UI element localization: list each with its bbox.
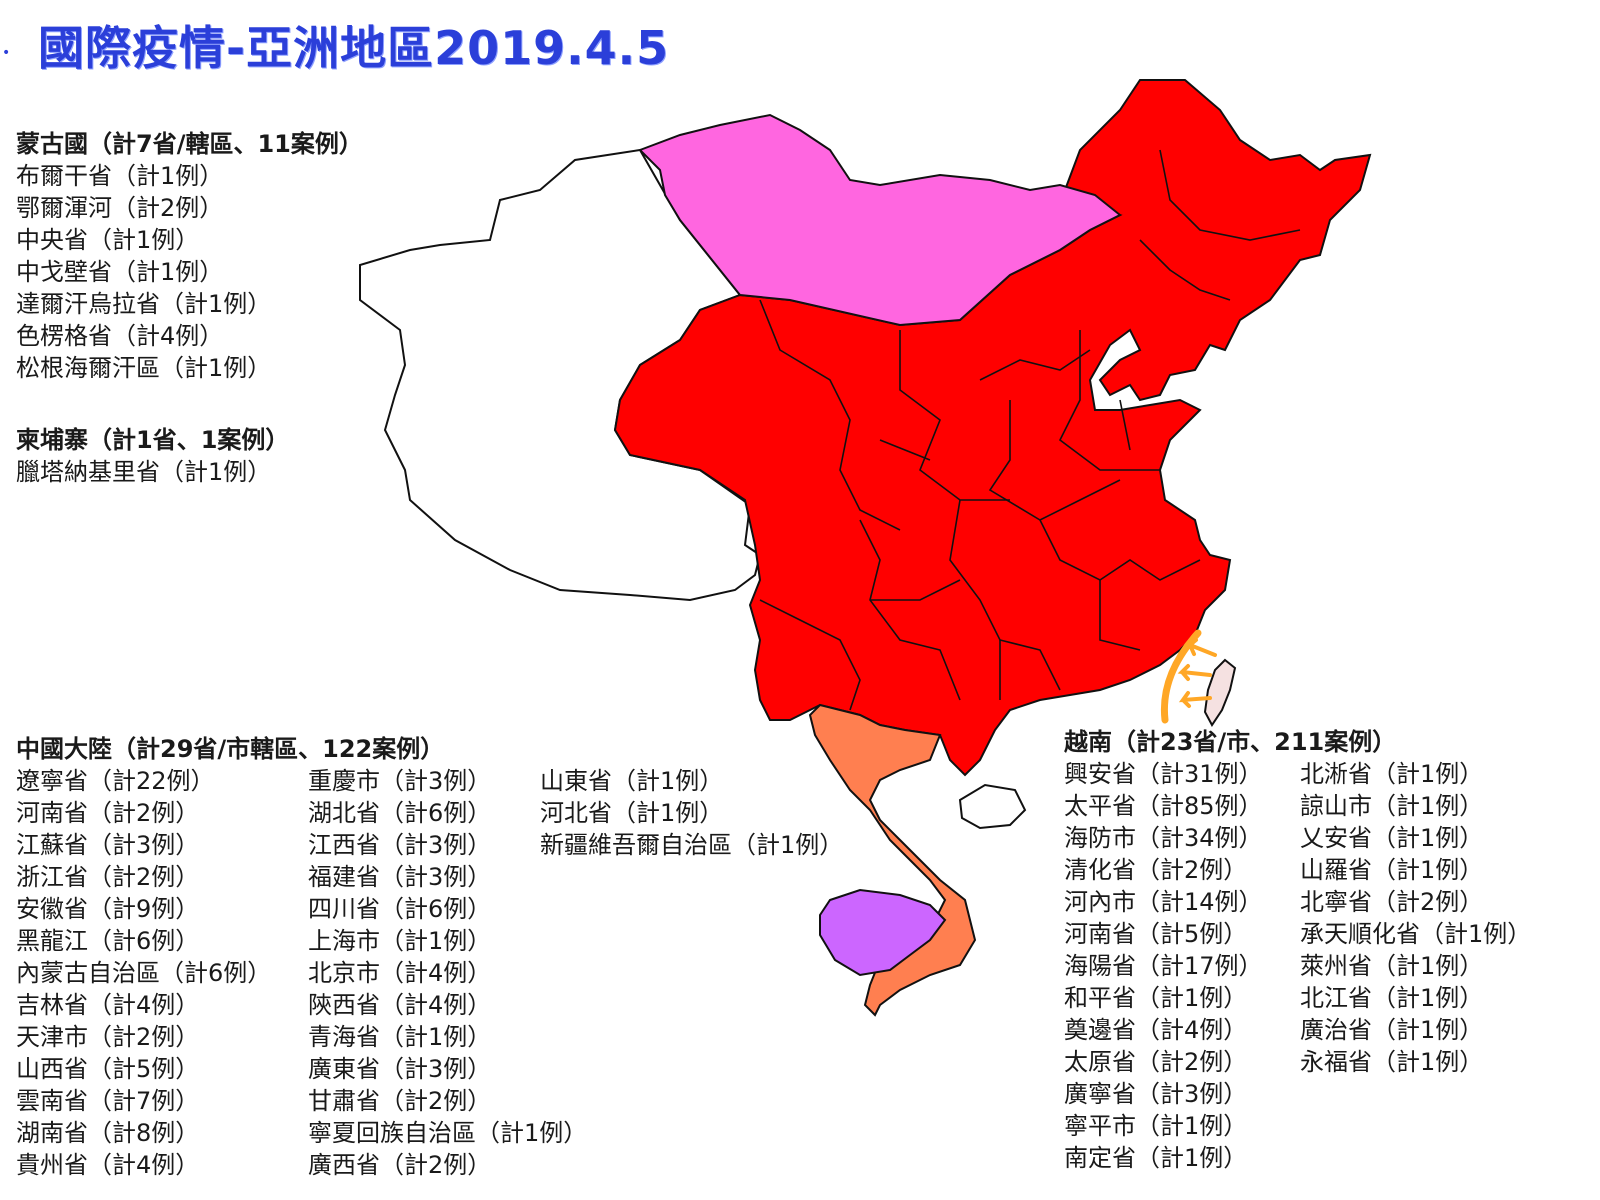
- list-item: 天津市（計2例）: [16, 1023, 200, 1051]
- list-item: 廣寧省（計3例）: [1064, 1080, 1248, 1108]
- vietnam-header: 越南（計23省/市、211案例）: [1064, 728, 1397, 756]
- map-region-cambodia: [819, 888, 947, 977]
- china-section: 中國大陸（計29省/市轄區、122案例） 遼寧省（計22例） 河南省（計2例） …: [16, 733, 843, 1181]
- list-item: 河北省（計1例）: [540, 799, 724, 827]
- vietnam-col-1: 興安省（計31例） 太平省（計85例） 海防市（計34例） 清化省（計2例） 河…: [1064, 758, 1300, 1174]
- list-item: 安徽省（計9例）: [16, 895, 200, 923]
- list-item: 諒山市（計1例）: [1300, 792, 1484, 820]
- list-item: 河內市（計14例）: [1064, 888, 1263, 916]
- corner-dot-icon: •: [2, 45, 11, 61]
- list-item: 廣西省（計2例）: [308, 1151, 492, 1179]
- list-item: 北寧省（計2例）: [1300, 888, 1484, 916]
- list-item: 廣治省（計1例）: [1300, 1016, 1484, 1044]
- list-item: 內蒙古自治區（計6例）: [16, 959, 272, 987]
- page-title: 國際疫情-亞洲地區2019.4.5: [38, 21, 670, 75]
- arrow-icon: [1177, 664, 1212, 681]
- list-item: 福建省（計3例）: [308, 863, 492, 891]
- list-item: 湖北省（計6例）: [308, 799, 492, 827]
- list-item: 海防市（計34例）: [1064, 824, 1263, 852]
- list-item: 河南省（計5例）: [1064, 920, 1248, 948]
- list-item: 黑龍江（計6例）: [16, 927, 200, 955]
- list-item: 吉林省（計4例）: [16, 991, 200, 1019]
- list-item: 承天順化省（計1例）: [1300, 920, 1532, 948]
- map-region-taiwan: [1203, 658, 1237, 727]
- list-item: 太原省（計2例）: [1064, 1048, 1248, 1076]
- map-region-vietnam: [808, 703, 977, 1017]
- list-item: 雲南省（計7例）: [16, 1087, 200, 1115]
- list-item: 太平省（計85例）: [1064, 792, 1263, 820]
- list-item: 臘塔納基里省（計1例）: [16, 458, 272, 486]
- list-item: 青海省（計1例）: [308, 1023, 492, 1051]
- china-col-1: 遼寧省（計22例） 河南省（計2例） 江蘇省（計3例） 浙江省（計2例） 安徽省…: [16, 765, 308, 1181]
- china-header: 中國大陸（計29省/市轄區、122案例）: [16, 735, 445, 763]
- list-item: 寧平市（計1例）: [1064, 1112, 1248, 1140]
- list-item: 四川省（計6例）: [308, 895, 492, 923]
- list-item: 色楞格省（計4例）: [16, 322, 224, 350]
- list-item: 廣東省（計3例）: [308, 1055, 492, 1083]
- list-item: 中央省（計1例）: [16, 226, 200, 254]
- list-item: 寧夏回族自治區（計1例）: [308, 1119, 588, 1147]
- list-item: 北京市（計4例）: [308, 959, 492, 987]
- list-item: 重慶市（計3例）: [308, 767, 492, 795]
- list-item: 北江省（計1例）: [1300, 984, 1484, 1012]
- spread-arrows: [1160, 629, 1217, 724]
- list-item: 永福省（計1例）: [1300, 1048, 1484, 1076]
- list-item: 湖南省（計8例）: [16, 1119, 200, 1147]
- list-item: 山東省（計1例）: [540, 767, 724, 795]
- list-item: 海陽省（計17例）: [1064, 952, 1263, 980]
- cambodia-section: 柬埔寨（計1省、1案例） 臘塔納基里省（計1例）: [16, 424, 289, 488]
- list-item: 江蘇省（計3例）: [16, 831, 200, 859]
- list-item: 山西省（計5例）: [16, 1055, 200, 1083]
- list-item: 中戈壁省（計1例）: [16, 258, 224, 286]
- map-region-mongolia: [638, 113, 1122, 327]
- arrow-icon: [1186, 638, 1217, 657]
- list-item: 鄂爾渾河（計2例）: [16, 194, 224, 222]
- list-item: 山羅省（計1例）: [1300, 856, 1484, 884]
- list-item: 河南省（計2例）: [16, 799, 200, 827]
- arrow-icon: [1178, 691, 1212, 708]
- list-item: 浙江省（計2例）: [16, 863, 200, 891]
- list-item: 上海市（計1例）: [308, 927, 492, 955]
- province-borders: [759, 149, 1301, 711]
- list-item: 陝西省（計4例）: [308, 991, 492, 1019]
- mongolia-header: 蒙古國（計7省/轄區、11案例）: [16, 130, 363, 158]
- list-item: 甘肅省（計2例）: [308, 1087, 492, 1115]
- list-item: 清化省（計2例）: [1064, 856, 1248, 884]
- list-item: 北淅省（計1例）: [1300, 760, 1484, 788]
- map-region-unaffected-hainan: [958, 783, 1027, 830]
- china-col-2: 重慶市（計3例） 湖北省（計6例） 江西省（計3例） 福建省（計3例） 四川省（…: [308, 765, 588, 1181]
- list-item: 萊州省（計1例）: [1300, 952, 1484, 980]
- cambodia-header: 柬埔寨（計1省、1案例）: [16, 426, 290, 454]
- list-item: 新疆維吾爾自治區（計1例）: [540, 831, 844, 859]
- list-item: 松根海爾汗區（計1例）: [16, 354, 272, 382]
- vietnam-col-2: 北淅省（計1例） 諒山市（計1例） 乂安省（計1例） 山羅省（計1例） 北寧省（…: [1300, 758, 1531, 1174]
- china-col-3: 山東省（計1例） 河北省（計1例） 新疆維吾爾自治區（計1例）: [540, 765, 843, 1181]
- list-item: 貴州省（計4例）: [16, 1151, 200, 1179]
- list-item: 遼寧省（計22例）: [16, 767, 215, 795]
- map-region-china: [613, 79, 1372, 777]
- list-item: 江西省（計3例）: [308, 831, 492, 859]
- list-item: 和平省（計1例）: [1064, 984, 1248, 1012]
- list-item: 布爾干省（計1例）: [16, 162, 224, 190]
- list-item: 達爾汗烏拉省（計1例）: [16, 290, 272, 318]
- mongolia-section: 蒙古國（計7省/轄區、11案例） 布爾干省（計1例） 鄂爾渾河（計2例） 中央省…: [16, 128, 363, 384]
- vietnam-section: 越南（計23省/市、211案例） 興安省（計31例） 太平省（計85例） 海防市…: [1064, 726, 1531, 1174]
- list-item: 奠邊省（計4例）: [1064, 1016, 1248, 1044]
- list-item: 乂安省（計1例）: [1300, 824, 1484, 852]
- list-item: 南定省（計1例）: [1064, 1144, 1248, 1172]
- list-item: 興安省（計31例）: [1064, 760, 1263, 788]
